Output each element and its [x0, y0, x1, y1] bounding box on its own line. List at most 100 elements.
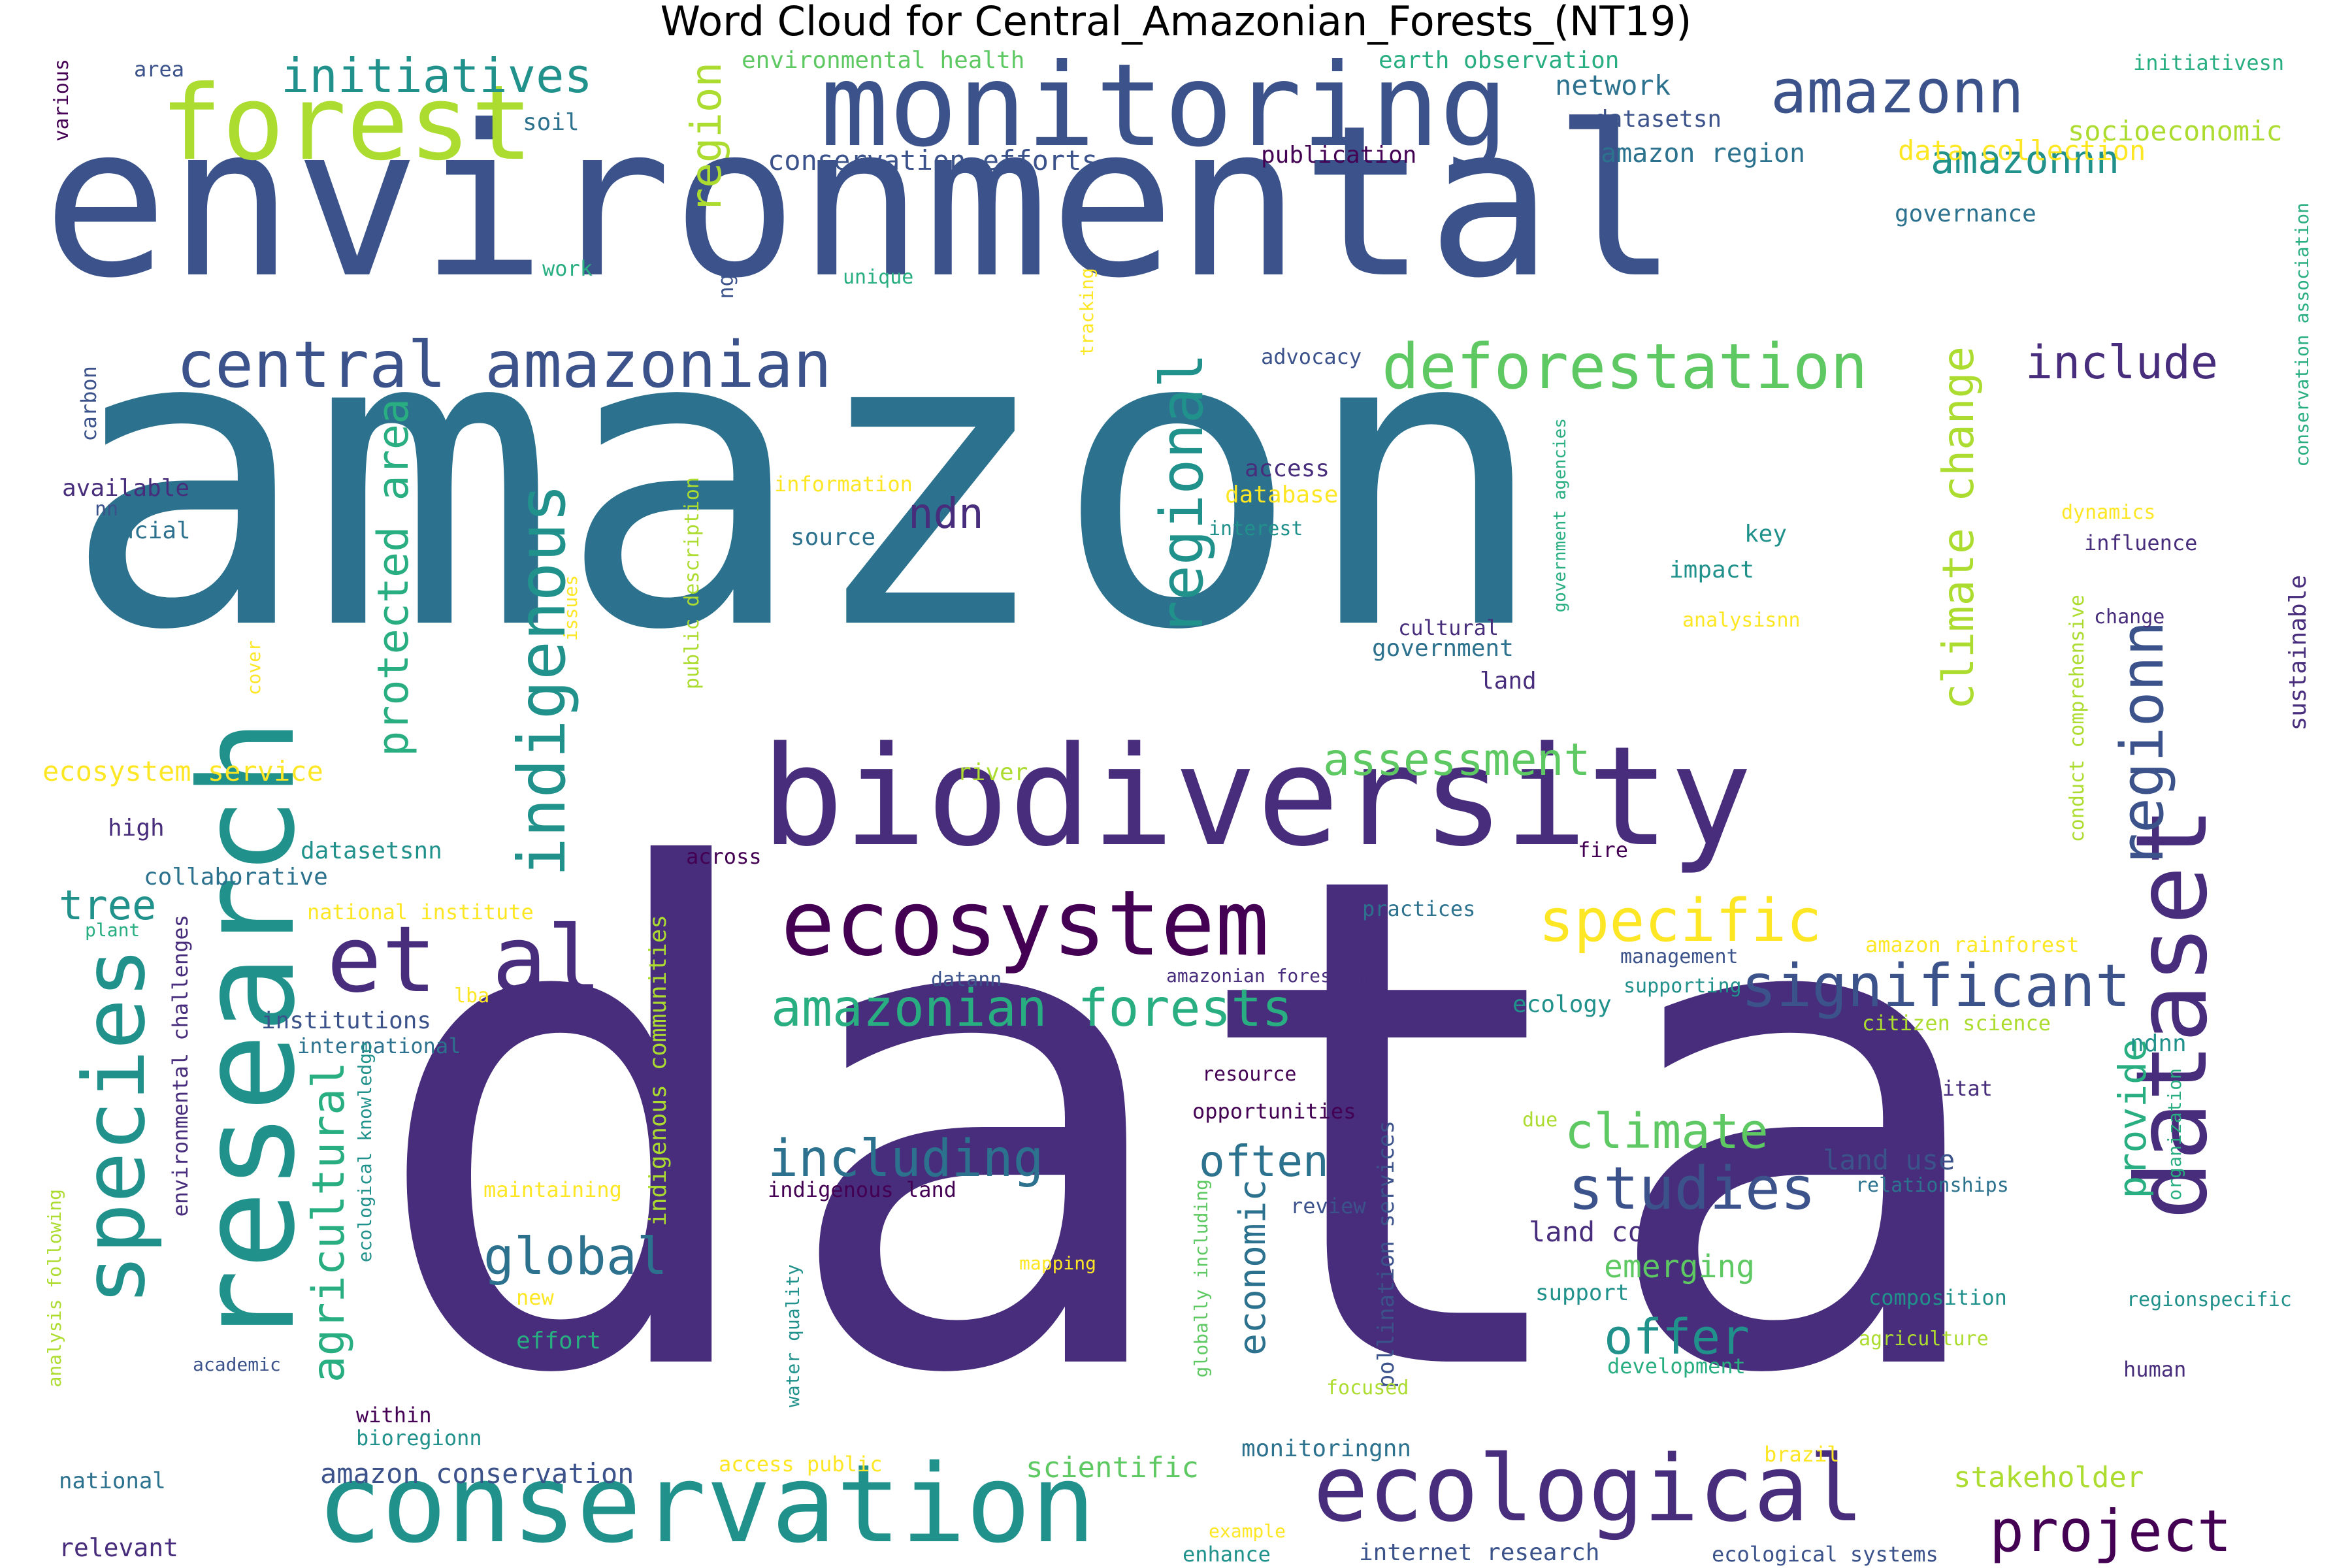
cloud-word: species	[65, 947, 164, 1305]
cloud-word: human	[2123, 1357, 2187, 1382]
cloud-word: impact	[1669, 557, 1755, 583]
cloud-word: advocacy	[1261, 344, 1362, 369]
cloud-word: amazon region	[1601, 139, 1806, 169]
cloud-word: offer	[1604, 1309, 1750, 1365]
cloud-word: access public	[719, 1452, 883, 1477]
cloud-word: various	[50, 59, 73, 142]
cloud-word: often	[1199, 1136, 1329, 1186]
cloud-word: ecosystem service	[42, 755, 323, 787]
cloud-word: influence	[2084, 531, 2198, 555]
cloud-word: supporting	[1624, 975, 1742, 998]
cloud-word: within	[356, 1403, 432, 1428]
cloud-word: global	[483, 1228, 668, 1286]
cloud-word: ecological knowledge	[354, 1042, 376, 1263]
cloud-word: socioeconomic	[2068, 115, 2283, 147]
cloud-word: sustainable	[2285, 575, 2311, 731]
cloud-word: datasetsn	[1594, 106, 1722, 133]
cloud-word: regional	[1148, 353, 1217, 636]
cloud-word: provide	[2110, 1039, 2155, 1199]
cloud-word: cover	[243, 640, 265, 696]
cloud-word: stakeholder	[1953, 1461, 2144, 1494]
cloud-word: conservation	[317, 1441, 1096, 1567]
cloud-word: composition	[1869, 1285, 2007, 1310]
cloud-word: ecological systems	[1712, 1542, 1938, 1567]
cloud-word: governance	[1895, 201, 2036, 227]
chart-title: Word Cloud for Central_Amazonian_Forests…	[660, 0, 1692, 45]
cloud-word: et al	[327, 907, 602, 1013]
cloud-word: ndnn	[2130, 1030, 2187, 1057]
cloud-word: support	[1535, 1280, 1629, 1306]
cloud-word: public description	[681, 477, 704, 690]
cloud-word: economic	[1232, 1179, 1274, 1356]
cloud-word: unique	[843, 266, 914, 289]
cloud-word: management	[1620, 945, 1739, 968]
cloud-word: international	[297, 1034, 461, 1058]
cloud-word: network	[1555, 69, 1671, 101]
cloud-word: practices	[1362, 896, 1476, 921]
cloud-word: ndn	[908, 490, 984, 538]
cloud-word: organization	[2164, 1068, 2185, 1201]
cloud-word: indigenous	[504, 483, 580, 877]
cloud-word: initiativesn	[2133, 50, 2285, 75]
cloud-word: amazon conservation	[320, 1458, 634, 1490]
cloud-word: climate	[1565, 1103, 1769, 1160]
cloud-word: regionn	[2108, 621, 2177, 869]
cloud-word: development	[1607, 1354, 1746, 1379]
cloud-word: specific	[1539, 887, 1822, 955]
cloud-word: emerging	[1604, 1249, 1756, 1285]
cloud-word: tree	[59, 881, 157, 929]
cloud-word: amazonian forests	[771, 979, 1293, 1038]
cloud-word: forest	[160, 63, 533, 184]
cloud-word: focused	[1326, 1377, 1409, 1399]
cloud-word: lba	[454, 985, 490, 1007]
cloud-word: citizen science	[1862, 1011, 2051, 1036]
cloud-word: cultural	[1398, 615, 1499, 640]
cloud-word: relationships	[1855, 1174, 2009, 1197]
cloud-word: land use	[1823, 1144, 1955, 1176]
cloud-word: significant	[1741, 952, 2131, 1021]
cloud-word: data collection	[1898, 135, 2146, 167]
cloud-word: new	[516, 1285, 554, 1310]
cloud-word: maintaining	[483, 1177, 622, 1202]
cloud-word: land	[1480, 668, 1537, 694]
cloud-word: ngo	[713, 261, 738, 299]
cloud-word: opportunities	[1192, 1099, 1356, 1124]
cloud-word: earth observation	[1379, 47, 1620, 74]
cloud-word: government agencies	[1550, 418, 1570, 613]
cloud-word: land cover	[1529, 1216, 1694, 1248]
cloud-word: internet research	[1359, 1539, 1600, 1566]
cloud-word: dynamics	[2061, 501, 2156, 524]
cloud-word: mapping	[1019, 1252, 1097, 1274]
cloud-word: work	[542, 256, 593, 281]
cloud-word: review	[1290, 1194, 1366, 1218]
cloud-word: central amazonian	[176, 328, 832, 402]
cloud-word: database	[1225, 482, 1339, 508]
cloud-word: amazonn	[1771, 57, 2024, 127]
cloud-word: analysisnn	[1682, 609, 1801, 632]
cloud-word: high	[108, 815, 165, 841]
cloud-word: environmental health	[742, 47, 1025, 74]
cloud-word: habitat	[1904, 1076, 1993, 1101]
cloud-word: amazon	[62, 240, 1549, 720]
cloud-word: environmental challenges	[168, 915, 193, 1217]
cloud-word: environmental	[42, 81, 1679, 324]
cloud-word: monitoring	[820, 40, 1509, 172]
cloud-word: amazon rainforest	[1865, 932, 2080, 957]
cloud-word: region	[683, 62, 731, 214]
cloud-word: ecology	[1512, 991, 1612, 1018]
cloud-word: nn	[95, 498, 119, 521]
cloud-word: regionspecific	[2127, 1288, 2292, 1311]
cloud-word: soil	[523, 109, 580, 136]
cloud-word: datasetsnn	[301, 838, 442, 864]
cloud-word: include	[2025, 336, 2219, 389]
cloud-word: relevant	[59, 1533, 179, 1562]
cloud-word: water quality	[782, 1264, 804, 1408]
cloud-word: pollination services	[1373, 1120, 1399, 1388]
cloud-word: resource	[1202, 1063, 1297, 1086]
cloud-word: key	[1744, 521, 1788, 547]
cloud-word: including	[768, 1130, 1044, 1188]
cloud-word: government	[1372, 635, 1514, 662]
cloud-word: access	[1245, 455, 1330, 482]
cloud-word: due	[1522, 1109, 1558, 1132]
